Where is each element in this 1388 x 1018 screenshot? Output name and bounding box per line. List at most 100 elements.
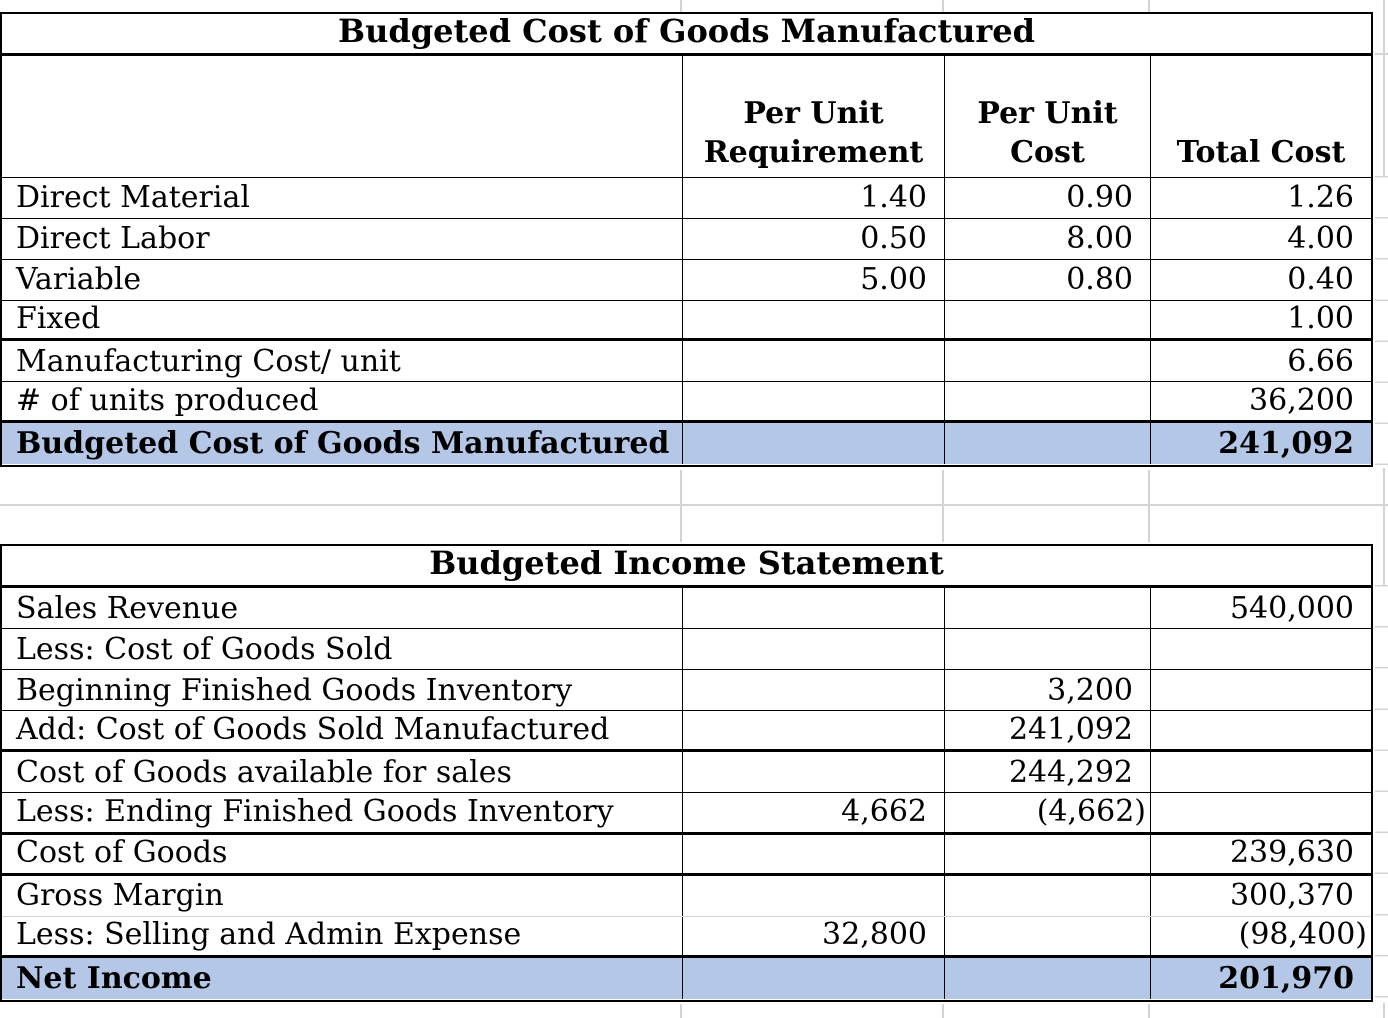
table-row-manufacturing-cost-per-unit: Manufacturing Cost/ unit 6.66: [2, 341, 1371, 383]
gridline: [1374, 176, 1388, 468]
cell-requirement[interactable]: [682, 875, 944, 916]
header-total-cost[interactable]: Total Cost: [1150, 56, 1371, 177]
cell-cost[interactable]: 0.90: [944, 178, 1150, 218]
cell-requirement[interactable]: 5.00: [682, 259, 944, 300]
cell-total[interactable]: [1150, 670, 1371, 711]
cell-cost[interactable]: [944, 957, 1150, 999]
row-label[interactable]: Net Income: [16, 961, 212, 997]
cell-requirement[interactable]: [682, 423, 944, 464]
cell-total[interactable]: 1.26: [1150, 178, 1371, 218]
table-row-units-produced: # of units produced 36,200: [2, 382, 1371, 424]
cell-cost[interactable]: 0.80: [944, 259, 1150, 300]
cell-cost[interactable]: 244,292: [944, 752, 1150, 793]
cell-cost[interactable]: [944, 382, 1150, 421]
cell-cost[interactable]: (4,662): [944, 793, 1150, 832]
cell-total[interactable]: 1.00: [1150, 300, 1371, 339]
cell-total[interactable]: 0.40: [1150, 259, 1371, 300]
header-per-unit-cost[interactable]: Per Unit Cost: [944, 56, 1150, 177]
table-row-less-selling-admin: Less: Selling and Admin Expense 32,800 (…: [2, 916, 1371, 958]
row-label[interactable]: Fixed: [16, 300, 101, 336]
cell-cost[interactable]: [944, 629, 1150, 670]
gridline: [1374, 585, 1388, 1003]
row-label[interactable]: Less: Ending Finished Goods Inventory: [16, 794, 614, 830]
cell-cost[interactable]: [944, 588, 1150, 629]
cogm-table: Budgeted Cost of Goods Manufactured Per …: [0, 12, 1373, 467]
table-row-sales-revenue: Sales Revenue 540,000: [2, 588, 1371, 630]
income-statement-title[interactable]: Budgeted Income Statement: [2, 546, 1371, 588]
table-row-cost-of-goods: Cost of Goods 239,630: [2, 834, 1371, 876]
cell-cost[interactable]: 241,092: [944, 711, 1150, 750]
table-row-gross-margin: Gross Margin 300,370: [2, 875, 1371, 917]
table-row-less-ending-fg-inventory: Less: Ending Finished Goods Inventory 4,…: [2, 793, 1371, 835]
cell-requirement[interactable]: [682, 341, 944, 382]
cell-cost[interactable]: [944, 834, 1150, 873]
cell-total[interactable]: 239,630: [1150, 834, 1371, 873]
header-text: Cost: [1010, 135, 1085, 170]
cogm-table-title[interactable]: Budgeted Cost of Goods Manufactured: [2, 14, 1371, 56]
cell-total[interactable]: 6.66: [1150, 341, 1371, 382]
header-text: Requirement: [703, 135, 924, 170]
table-row-beginning-fg-inventory: Beginning Finished Goods Inventory 3,200: [2, 670, 1371, 712]
cell-total[interactable]: 36,200: [1150, 382, 1371, 421]
cell-total[interactable]: [1150, 711, 1371, 750]
cell-cost[interactable]: [944, 875, 1150, 916]
cell-requirement[interactable]: [682, 957, 944, 999]
row-label[interactable]: Less: Selling and Admin Expense: [16, 917, 522, 953]
cell-total[interactable]: [1150, 793, 1371, 832]
gridline: [0, 504, 1388, 506]
table-row-fixed: Fixed 1.00: [2, 300, 1371, 342]
row-label[interactable]: Direct Material: [16, 180, 250, 216]
header-blank-cell[interactable]: [2, 56, 682, 177]
cell-cost[interactable]: [944, 916, 1150, 955]
row-label[interactable]: Sales Revenue: [16, 590, 239, 626]
row-label[interactable]: Manufacturing Cost/ unit: [16, 343, 401, 379]
gridline: [680, 0, 682, 12]
cell-total[interactable]: 540,000: [1150, 588, 1371, 629]
gridline: [1383, 0, 1385, 1018]
header-text: Per Unit: [977, 96, 1118, 131]
cell-total[interactable]: 241,092: [1150, 423, 1371, 464]
cell-requirement[interactable]: [682, 711, 944, 750]
cell-requirement[interactable]: [682, 834, 944, 873]
cell-requirement[interactable]: 0.50: [682, 218, 944, 259]
table-row-less-cogs: Less: Cost of Goods Sold: [2, 629, 1371, 671]
cell-cost[interactable]: 8.00: [944, 218, 1150, 259]
header-text: Per Unit: [743, 96, 884, 131]
header-per-unit-requirement[interactable]: Per Unit Requirement: [682, 56, 944, 177]
cell-requirement[interactable]: 1.40: [682, 178, 944, 218]
row-label[interactable]: Direct Labor: [16, 221, 210, 257]
cell-requirement[interactable]: [682, 629, 944, 670]
cell-total[interactable]: 300,370: [1150, 875, 1371, 916]
row-label[interactable]: Cost of Goods available for sales: [16, 754, 512, 790]
row-label[interactable]: Beginning Finished Goods Inventory: [16, 672, 573, 708]
cell-requirement[interactable]: [682, 588, 944, 629]
table-row-add-cogs-manufactured: Add: Cost of Goods Sold Manufactured 241…: [2, 711, 1371, 753]
cell-requirement[interactable]: 4,662: [682, 793, 944, 832]
cell-requirement[interactable]: [682, 300, 944, 339]
row-label[interactable]: # of units produced: [16, 382, 319, 418]
cell-requirement[interactable]: [682, 670, 944, 711]
row-label[interactable]: Gross Margin: [16, 878, 224, 914]
cell-total[interactable]: [1150, 629, 1371, 670]
cell-total[interactable]: [1150, 752, 1371, 793]
table-row-direct-labor: Direct Labor 0.50 8.00 4.00: [2, 218, 1371, 260]
cell-cost[interactable]: [944, 300, 1150, 339]
cell-requirement[interactable]: 32,800: [682, 916, 944, 955]
row-label[interactable]: Less: Cost of Goods Sold: [16, 631, 393, 667]
cell-total[interactable]: 4.00: [1150, 218, 1371, 259]
row-label[interactable]: Add: Cost of Goods Sold Manufactured: [16, 711, 610, 747]
row-label[interactable]: Budgeted Cost of Goods Manufactured: [16, 426, 670, 462]
cell-requirement[interactable]: [682, 382, 944, 421]
table-row-net-income: Net Income 201,970: [2, 957, 1371, 999]
cell-cost[interactable]: [944, 423, 1150, 464]
gridline: [680, 1004, 682, 1018]
row-label[interactable]: Variable: [16, 262, 142, 298]
row-label[interactable]: Cost of Goods: [16, 835, 228, 871]
cell-cost[interactable]: 3,200: [944, 670, 1150, 711]
cell-total[interactable]: 201,970: [1150, 957, 1371, 999]
cell-requirement[interactable]: [682, 752, 944, 793]
cell-total[interactable]: (98,400): [1150, 916, 1371, 955]
cell-cost[interactable]: [944, 341, 1150, 382]
table-row-goods-available: Cost of Goods available for sales 244,29…: [2, 752, 1371, 794]
